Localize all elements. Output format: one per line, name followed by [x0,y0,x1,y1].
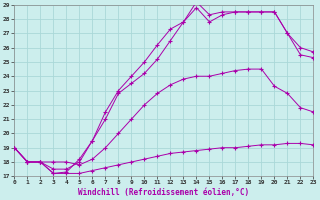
X-axis label: Windchill (Refroidissement éolien,°C): Windchill (Refroidissement éolien,°C) [78,188,250,197]
